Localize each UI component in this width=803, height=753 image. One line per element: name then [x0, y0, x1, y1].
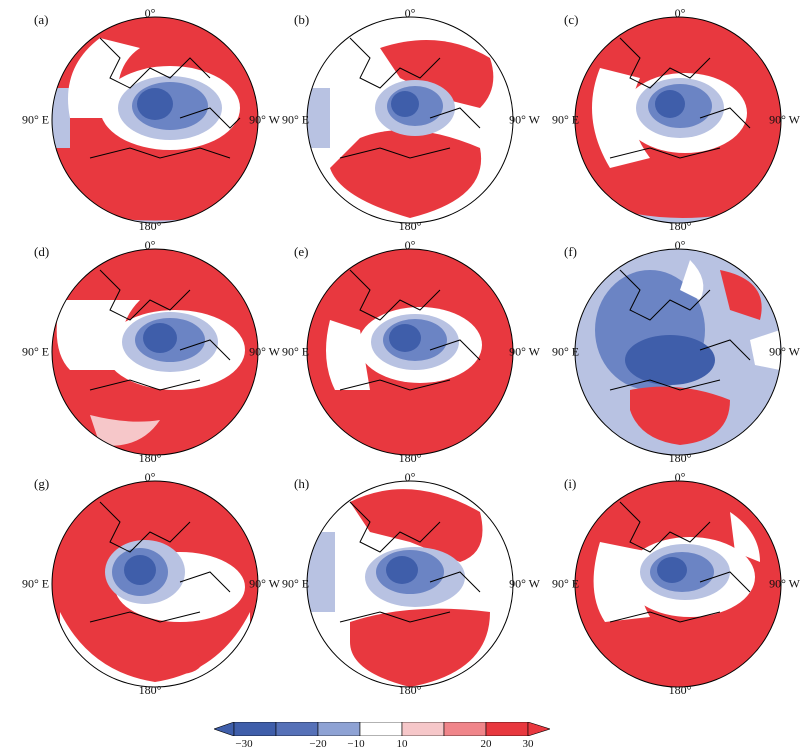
lon-label-90e: 90° E — [552, 344, 580, 359]
coastline-lines — [89, 269, 231, 391]
polar-map — [574, 248, 782, 456]
colorbar — [214, 722, 550, 736]
lon-label-0: 0° — [144, 238, 156, 252]
lon-label-90w: 90° W — [769, 576, 800, 591]
panel-label: (d) — [34, 244, 50, 259]
colorbar-bin — [401, 722, 445, 736]
lon-label-90w: 90° W — [769, 112, 800, 127]
coastline-lines — [609, 37, 751, 159]
colorbar-tick-label: −20 — [309, 738, 327, 750]
lon-label-90w: 90° W — [249, 576, 280, 591]
polar-map — [574, 480, 782, 688]
colorbar-tick-label: 10 — [396, 738, 408, 750]
lon-label-0: 0° — [144, 6, 156, 20]
lon-label-0: 0° — [404, 6, 416, 20]
lon-label-90w: 90° W — [769, 344, 800, 359]
colorbar-bin — [233, 722, 277, 736]
map-panel-d: (d) 0° 90° E 90° W 180° — [22, 238, 280, 465]
lon-label-90e: 90° E — [282, 576, 310, 591]
colorbar-tick-label: −10 — [347, 738, 365, 750]
colorbar-tick-label: 30 — [522, 738, 534, 750]
polar-map — [306, 480, 514, 688]
lon-label-180: 180° — [668, 451, 692, 465]
lon-label-90w: 90° W — [249, 344, 280, 359]
lon-label-0: 0° — [144, 470, 156, 484]
colorbar-arrow-left — [214, 722, 235, 736]
polar-map — [51, 248, 259, 456]
map-panel-a: (a) 0° 90° E 90° W 180° — [22, 6, 280, 233]
colorbar-tick-label: −30 — [235, 738, 253, 750]
lon-label-90e: 90° E — [22, 112, 50, 127]
lon-label-180: 180° — [398, 683, 422, 697]
polar-map — [51, 480, 259, 688]
panel-label: (i) — [564, 476, 577, 491]
lon-label-0: 0° — [674, 238, 686, 252]
colorbar-bin — [485, 722, 529, 736]
coastline-lines — [609, 269, 751, 391]
map-panel-g: (g) 0° 90° E 90° W 180° — [22, 470, 280, 697]
coastline-lines — [89, 37, 241, 159]
lon-label-90w: 90° W — [249, 112, 280, 127]
colorbar-arrow-right — [527, 722, 550, 736]
polar-map — [574, 16, 782, 224]
map-panel-b: (b) 0° 90° E 90° W 180° — [282, 6, 540, 233]
lon-label-180: 180° — [138, 451, 162, 465]
colorbar-bin — [359, 722, 403, 736]
colorbar-bin — [443, 722, 487, 736]
map-panel-i: (i) 0° 90° E 90° W 180° — [552, 470, 800, 697]
polar-map — [306, 248, 514, 456]
lon-label-0: 0° — [674, 6, 686, 20]
panel-label: (b) — [294, 12, 310, 27]
coastline-lines — [339, 37, 481, 159]
colorbar-bin — [317, 722, 361, 736]
map-panel-e: (e) 0° 90° E 90° W 180° — [282, 238, 540, 465]
lon-label-0: 0° — [674, 470, 686, 484]
coastline-lines — [339, 269, 481, 391]
panel-label: (a) — [34, 12, 49, 27]
polar-map — [306, 16, 514, 224]
lon-label-180: 180° — [398, 219, 422, 233]
coastline-lines — [89, 501, 231, 623]
lon-label-0: 0° — [404, 238, 416, 252]
map-panel-h: (h) 0° 90° E 90° W 180° — [282, 470, 540, 697]
lon-label-90w: 90° W — [509, 112, 540, 127]
panel-label: (g) — [34, 476, 50, 491]
lon-label-180: 180° — [668, 219, 692, 233]
polar-map — [51, 16, 259, 224]
lon-label-90e: 90° E — [552, 576, 580, 591]
colorbar-bin — [275, 722, 319, 736]
lon-label-90w: 90° W — [509, 576, 540, 591]
lon-label-180: 180° — [668, 683, 692, 697]
panel-label: (f) — [564, 244, 577, 259]
lon-label-180: 180° — [138, 683, 162, 697]
coastline-lines — [339, 501, 481, 623]
lon-label-90e: 90° E — [22, 344, 50, 359]
lon-label-90e: 90° E — [282, 344, 310, 359]
colorbar-tick-label: 20 — [480, 738, 492, 750]
map-panel-f: (f) 0° 90° E 90° W 180° — [552, 238, 800, 465]
lon-label-90e: 90° E — [282, 112, 310, 127]
lon-label-90e: 90° E — [552, 112, 580, 127]
panel-label: (c) — [564, 12, 579, 27]
lon-label-90e: 90° E — [22, 576, 50, 591]
map-panel-c: (c) 0° 90° E 90° W 180° — [552, 6, 800, 233]
panel-label: (h) — [294, 476, 310, 491]
coastline-lines — [609, 501, 751, 623]
panel-label: (e) — [294, 244, 309, 259]
lon-label-180: 180° — [138, 219, 162, 233]
lon-label-180: 180° — [398, 451, 422, 465]
lon-label-90w: 90° W — [509, 344, 540, 359]
lon-label-0: 0° — [404, 470, 416, 484]
